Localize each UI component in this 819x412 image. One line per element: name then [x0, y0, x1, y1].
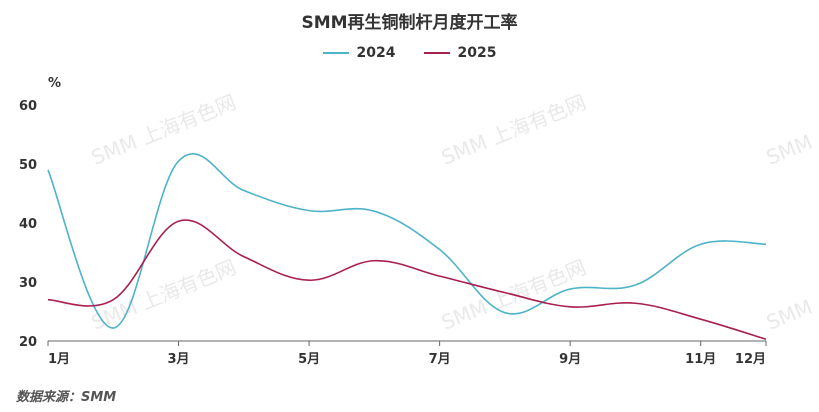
legend-label-2025: 2025	[457, 45, 497, 61]
watermark-text: SMM 上海有色网	[763, 90, 819, 170]
watermark-text: SMM 上海有色网	[438, 90, 589, 170]
y-tick-label: 40	[19, 217, 37, 232]
watermark-text: SMM 上海有色网	[88, 255, 239, 335]
source-note: 数据来源：SMM	[16, 390, 117, 405]
x-tick-label: 11月	[685, 352, 716, 367]
watermark-layer: SMM 上海有色网 SMM 上海有色网 SMM 上海有色网 SMM 上海有色网 SMM …	[88, 90, 819, 335]
x-tick-label: 3月	[168, 352, 190, 367]
data-point-2025[interactable]	[502, 290, 508, 296]
data-point-2024[interactable]	[567, 286, 573, 292]
x-tick-label: 1月	[48, 352, 70, 367]
y-tick-label: 60	[19, 99, 37, 114]
data-point-2024[interactable]	[45, 167, 51, 173]
data-point-2024[interactable]	[306, 208, 312, 214]
y-axis-ticks: 20 30 40 50 60	[19, 99, 37, 350]
legend-label-2024: 2024	[356, 45, 396, 61]
legend-item-2025[interactable]: 2025	[423, 45, 497, 61]
data-point-2024[interactable]	[176, 158, 182, 164]
data-point-2025[interactable]	[110, 297, 116, 303]
x-tick-label: 7月	[429, 352, 451, 367]
y-tick-label: 20	[19, 335, 37, 350]
y-axis-label: %	[48, 76, 61, 91]
y-tick-label: 50	[19, 158, 37, 173]
data-point-2025[interactable]	[306, 277, 312, 283]
data-point-2024[interactable]	[763, 241, 769, 247]
legend: 2024 2025	[0, 45, 819, 61]
data-point-2025[interactable]	[176, 218, 182, 224]
data-point-2025[interactable]	[763, 336, 769, 342]
data-point-2024[interactable]	[437, 247, 443, 253]
data-point-2025[interactable]	[437, 273, 443, 279]
data-point-2024[interactable]	[698, 241, 704, 247]
data-point-2025[interactable]	[632, 300, 638, 306]
data-point-2025[interactable]	[241, 254, 247, 260]
x-tick-label: 5月	[298, 352, 320, 367]
data-point-2024[interactable]	[241, 188, 247, 194]
watermark-text: SMM 上海有色网	[763, 255, 819, 335]
x-tick-label: 12月	[735, 352, 766, 367]
data-point-2025[interactable]	[45, 297, 51, 303]
data-point-2024[interactable]	[632, 282, 638, 288]
watermark-text: SMM 上海有色网	[88, 90, 239, 170]
y-tick-label: 30	[19, 276, 37, 291]
series-lines	[45, 153, 769, 342]
data-point-2024[interactable]	[110, 325, 116, 331]
legend-swatch-2024	[322, 52, 349, 54]
x-axis-ticks: 1月 3月 5月 7月 9月 11月 12月	[47, 341, 767, 367]
chart-title: SMM再生铜制杆月度开工率	[301, 13, 518, 33]
x-tick-label: 9月	[559, 352, 581, 367]
data-point-2025[interactable]	[698, 316, 704, 322]
legend-swatch-2025	[423, 52, 450, 54]
legend-item-2024[interactable]: 2024	[322, 45, 396, 61]
data-point-2024[interactable]	[502, 310, 508, 316]
data-point-2024[interactable]	[371, 208, 377, 214]
series-line-2025	[47, 219, 767, 340]
series-line-2024	[47, 153, 767, 329]
data-point-2025[interactable]	[371, 258, 377, 264]
data-point-2025[interactable]	[567, 304, 573, 310]
